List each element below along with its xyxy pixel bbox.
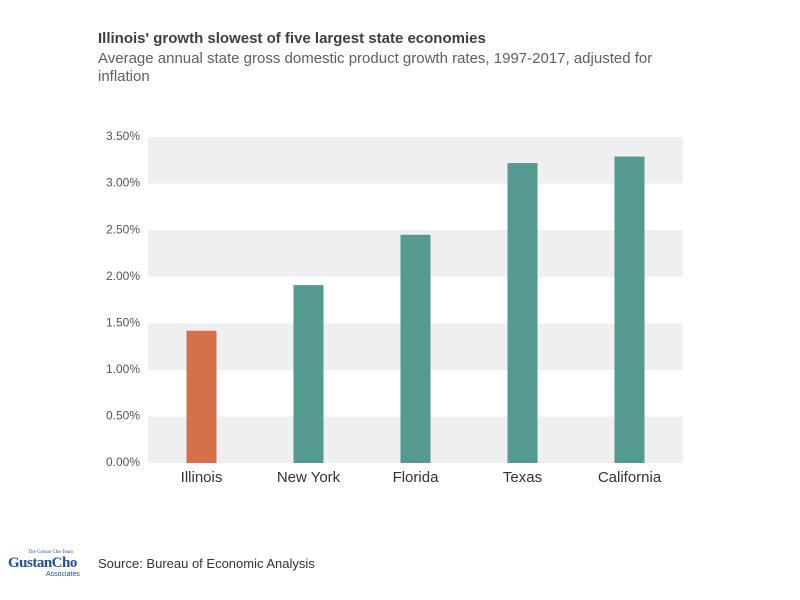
x-tick-label: Texas xyxy=(503,469,542,486)
logo-tagline: The Gustan Cho Team xyxy=(28,550,73,555)
y-tick-label: 2.50% xyxy=(106,222,140,236)
bar xyxy=(614,156,645,463)
x-tick-label: New York xyxy=(277,469,341,486)
x-tick-label: California xyxy=(598,469,662,486)
y-tick-label: 0.50% xyxy=(106,409,140,423)
bar xyxy=(507,163,538,463)
x-tick-label: Illinois xyxy=(181,469,223,486)
y-tick-label: 1.00% xyxy=(106,362,140,376)
y-tick-label: 2.00% xyxy=(106,269,140,283)
y-tick-label: 0.00% xyxy=(106,455,140,469)
bar xyxy=(293,285,324,463)
bar xyxy=(186,330,217,463)
logo-name: GustanCho xyxy=(8,555,77,571)
chart-title: Illinois' growth slowest of five largest… xyxy=(98,30,486,47)
source-note: Source: Bureau of Economic Analysis xyxy=(98,556,315,571)
y-tick-label: 3.50% xyxy=(106,129,140,143)
logo: The Gustan Cho Team GustanCho Associates xyxy=(4,550,96,580)
x-tick-label: Florida xyxy=(393,469,440,486)
logo-sub: Associates xyxy=(46,571,80,578)
bar xyxy=(400,234,431,463)
y-tick-label: 1.50% xyxy=(106,315,140,329)
grid-band xyxy=(148,137,683,184)
y-tick-label: 3.00% xyxy=(106,176,140,190)
grid-band xyxy=(148,183,683,231)
chart-subtitle: Average annual state gross domestic prod… xyxy=(98,50,653,85)
